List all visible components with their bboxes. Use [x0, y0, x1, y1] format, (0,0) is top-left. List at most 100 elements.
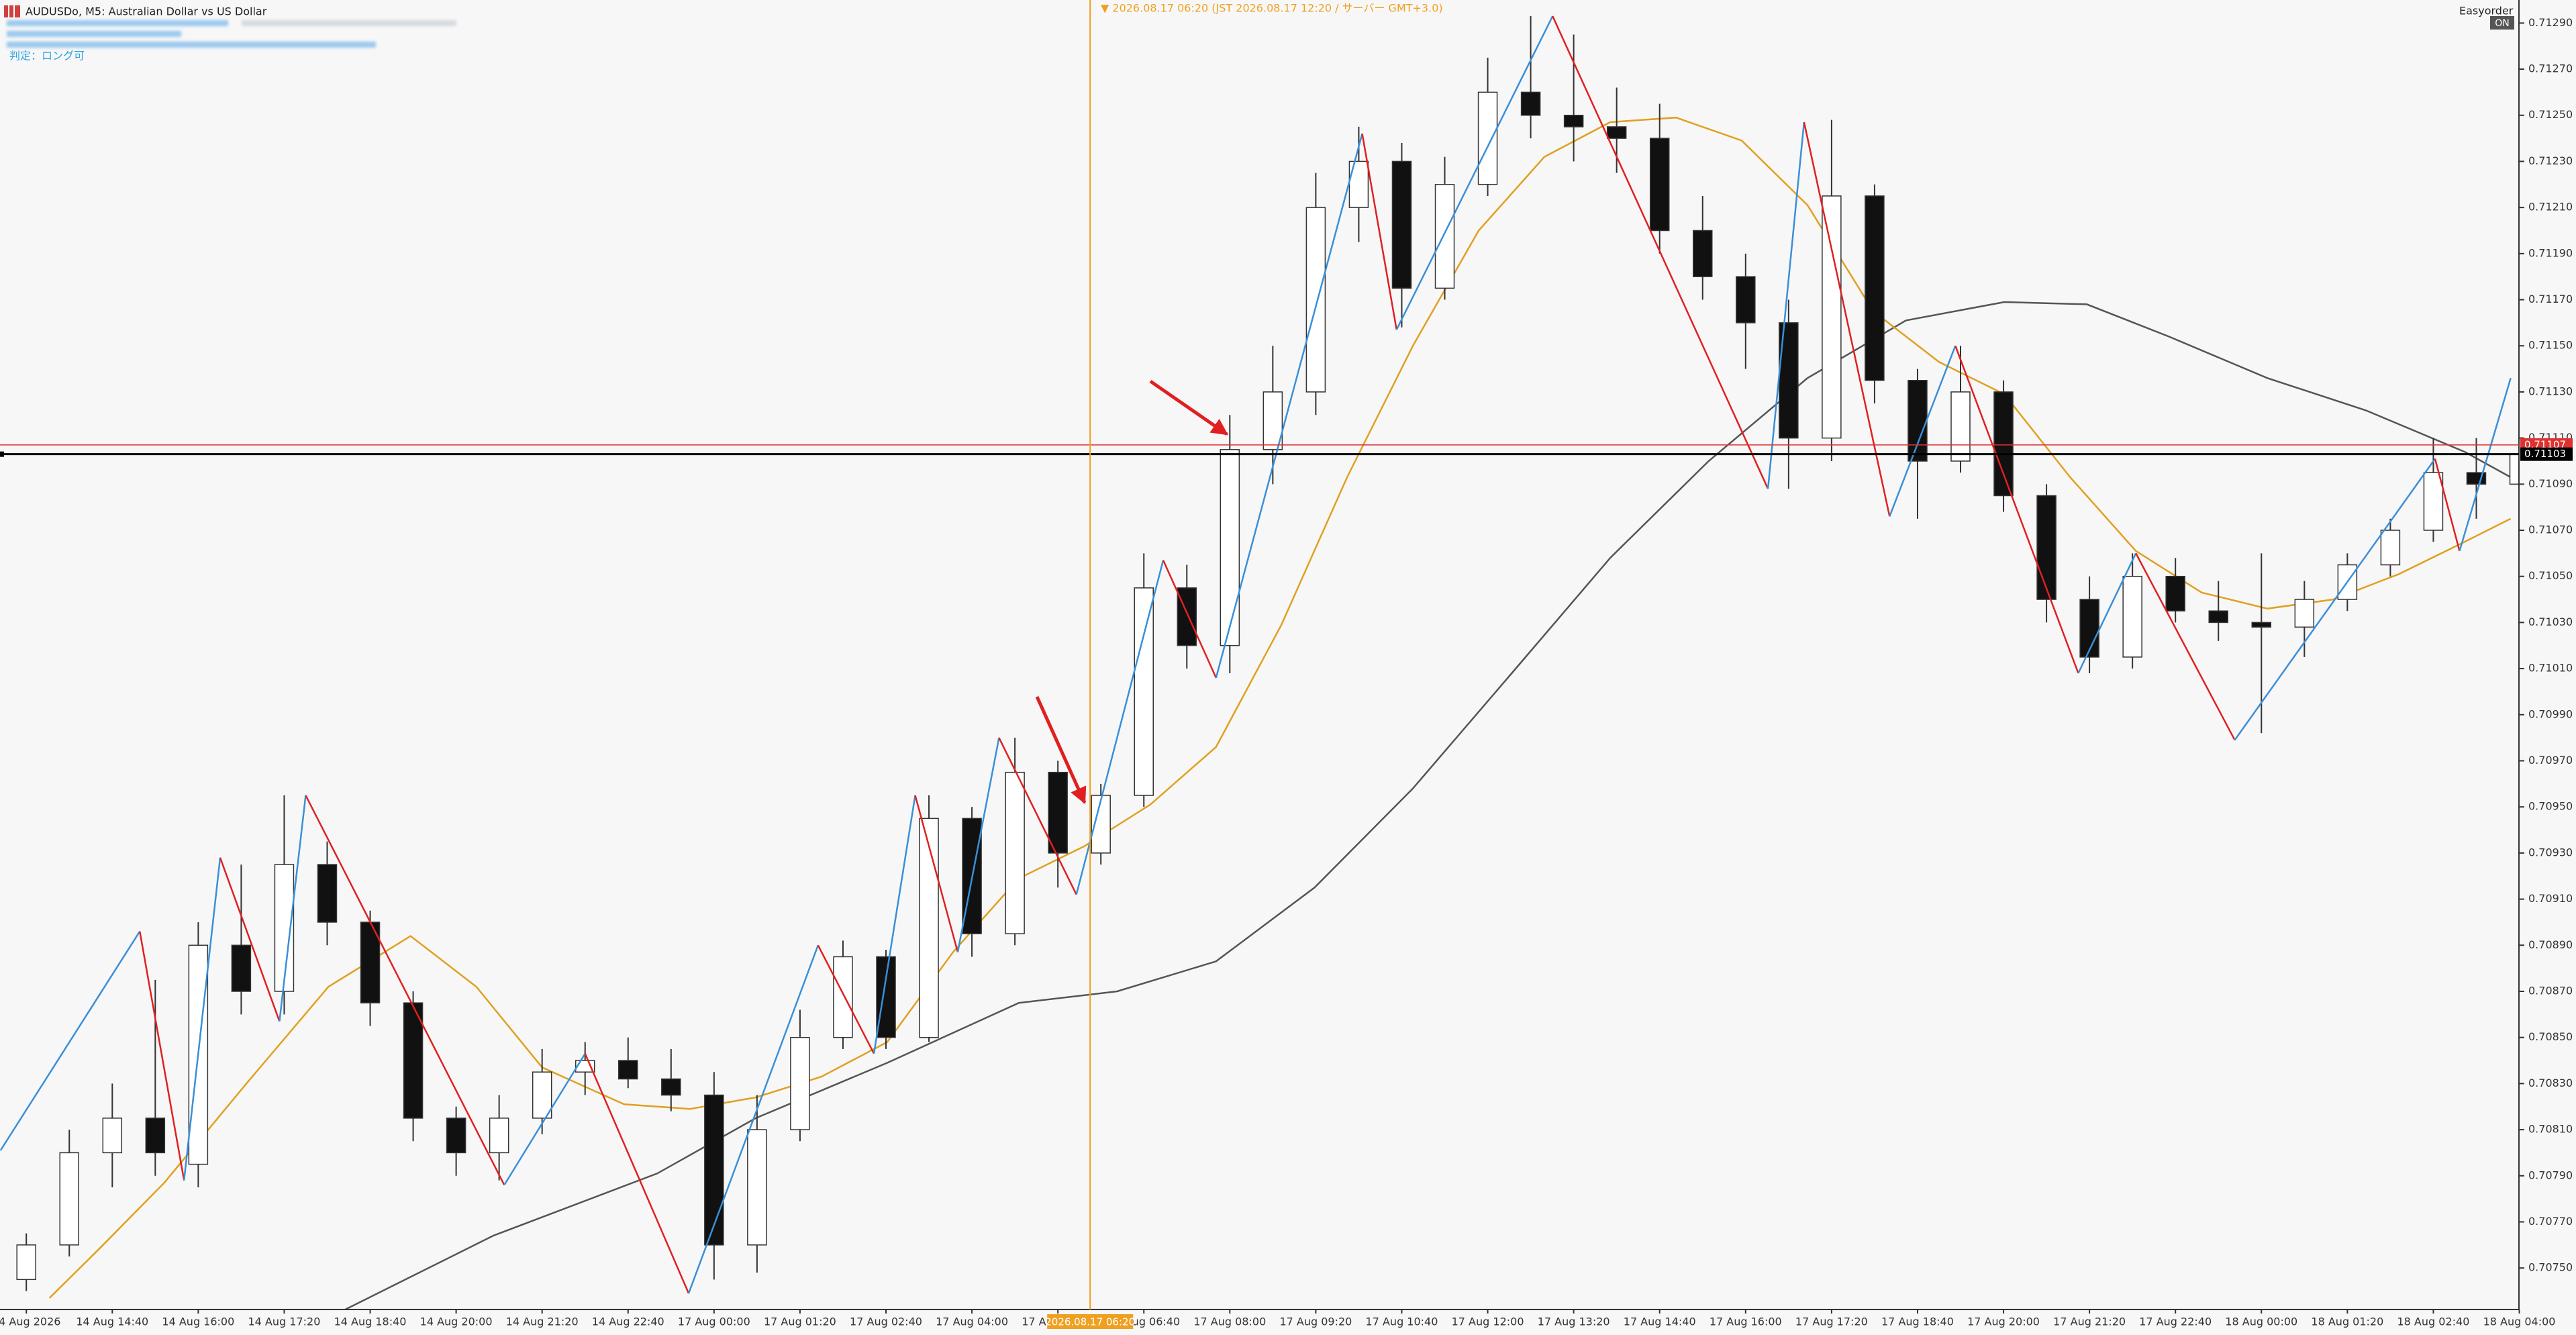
zigzag-segment [1162, 560, 1217, 679]
x-tick-label: 14 Aug 16:00 [162, 1316, 234, 1328]
y-tick-label: 0.70870 [2528, 984, 2573, 997]
zigzag-segment [584, 1053, 690, 1294]
zigzag-segment [219, 857, 281, 1022]
x-tick-label: 17 Aug 04:00 [936, 1316, 1008, 1328]
candle-body [1950, 391, 1971, 462]
candle-body [2251, 622, 2272, 628]
candle-body [1220, 449, 1240, 646]
candle-body [1736, 276, 1756, 324]
zigzag-segment [687, 944, 819, 1294]
x-tick-label: 17 Aug 09:20 [1279, 1316, 1352, 1328]
zigzag-segment [1361, 134, 1398, 330]
zigzag-segment [1889, 345, 1956, 517]
zigzag-segment [1075, 560, 1165, 895]
zigzag-segment [1767, 121, 1805, 489]
blurred-line [7, 42, 376, 48]
candle-body [1134, 587, 1154, 796]
y-tick-label: 0.71250 [2528, 108, 2573, 121]
zigzag-segment [1954, 345, 2079, 674]
blurred-line [7, 20, 228, 26]
candle-body [661, 1078, 681, 1096]
candle-body [1993, 391, 2014, 497]
x-tick-label: 17 Aug 16:00 [1710, 1316, 1782, 1328]
x-tick-label: 17 Aug 18:40 [1881, 1316, 1954, 1328]
x-tick-label: 17 Aug 08:00 [1193, 1316, 1266, 1328]
y-tick-label: 0.71230 [2528, 154, 2573, 167]
x-tick-label: 18 Aug 01:20 [2311, 1316, 2383, 1328]
badge-text: Easyorder [2459, 5, 2514, 17]
candle-body [59, 1152, 79, 1246]
y-tick-label: 0.71150 [2528, 339, 2573, 352]
candle-body [747, 1129, 767, 1246]
y-tick-label: 0.71270 [2528, 62, 2573, 75]
zigzag-segment [279, 795, 307, 1022]
y-tick-label: 0.70930 [2528, 846, 2573, 858]
zigzag-segment [2459, 377, 2512, 552]
zigzag-segment [1552, 15, 1769, 489]
x-tick-label: 18 Aug 00:00 [2225, 1316, 2297, 1328]
candle-body [1434, 184, 1455, 289]
x-tick-label: 17 Aug 12:00 [1452, 1316, 1524, 1328]
candle-body [1563, 114, 1584, 128]
zigzag-segment [2434, 458, 2461, 552]
candle-body [489, 1118, 509, 1154]
candle-body [2165, 575, 2185, 611]
y-tick-label: 0.71130 [2528, 385, 2573, 397]
candle-body [2294, 599, 2315, 628]
signal-text: 判定：ロング可 [9, 50, 85, 62]
y-tick-label: 0.70970 [2528, 754, 2573, 767]
candle-body [876, 956, 896, 1038]
candle-body [2079, 599, 2099, 658]
candle-body [1520, 91, 1541, 116]
candle-body [2036, 495, 2057, 600]
y-tick-label: 0.70790 [2528, 1169, 2573, 1181]
x-tick-label: 14 Aug 21:20 [506, 1316, 579, 1328]
x-tick-label: 17 Aug 02:40 [850, 1316, 922, 1328]
candle-body [1477, 91, 1498, 185]
blurred-line [7, 31, 181, 37]
annotation-arrow [1035, 695, 1087, 805]
candle-body [231, 944, 252, 992]
x-tick-label: 14 Aug 17:20 [248, 1316, 320, 1328]
blurred-info [7, 20, 456, 48]
zigzag-segment [305, 795, 505, 1186]
crosshair-marker [0, 451, 4, 457]
badge-state[interactable]: ON [2495, 18, 2510, 29]
x-tick-label: 14 Aug 20:00 [420, 1316, 493, 1328]
x-tick-label: 14 Aug 14:40 [76, 1316, 148, 1328]
x-tick-label: 17 Aug 01:20 [764, 1316, 836, 1328]
zigzag-segment [817, 944, 875, 1054]
symbol-icon [8, 5, 9, 17]
zigzag-segment [998, 737, 1077, 895]
vline-box [1047, 1314, 1134, 1329]
moving-average [344, 301, 2512, 1309]
y-tick-label: 0.71090 [2528, 477, 2573, 490]
y-tick-label: 0.70850 [2528, 1030, 2573, 1043]
y-tick-label: 0.70990 [2528, 707, 2573, 720]
candle-body [1048, 771, 1068, 854]
candle-body [2122, 575, 2142, 658]
y-tick-label: 0.70890 [2528, 938, 2573, 951]
x-tick-label: 17 Aug 17:20 [1795, 1316, 1868, 1328]
x-tick-label: 14 Aug 18:40 [334, 1316, 407, 1328]
y-tick-label: 0.70770 [2528, 1215, 2573, 1228]
candle-body [1305, 207, 1326, 393]
candle-body [2509, 453, 2519, 485]
candle-body [919, 818, 939, 1038]
symbol-icon [4, 5, 20, 17]
plot-area [0, 15, 2519, 1309]
candle-body [102, 1118, 123, 1154]
zigzag-segment [956, 737, 1000, 952]
zigzag-segment [873, 795, 916, 1054]
y-tick-label: 0.70950 [2528, 800, 2573, 813]
x-tick-label: 17 Aug 20:00 [1967, 1316, 2040, 1328]
zigzag-segment [2077, 552, 2137, 674]
badge-state-box[interactable] [2490, 16, 2514, 30]
candle-body [16, 1244, 36, 1281]
zigzag-segment [0, 931, 141, 1151]
blurred-line [242, 20, 456, 26]
price-label-box [2520, 447, 2573, 461]
y-tick-label: 0.71030 [2528, 615, 2573, 628]
x-tick-label: 14 Aug 2026 [0, 1316, 60, 1328]
moving-average [48, 116, 2512, 1299]
